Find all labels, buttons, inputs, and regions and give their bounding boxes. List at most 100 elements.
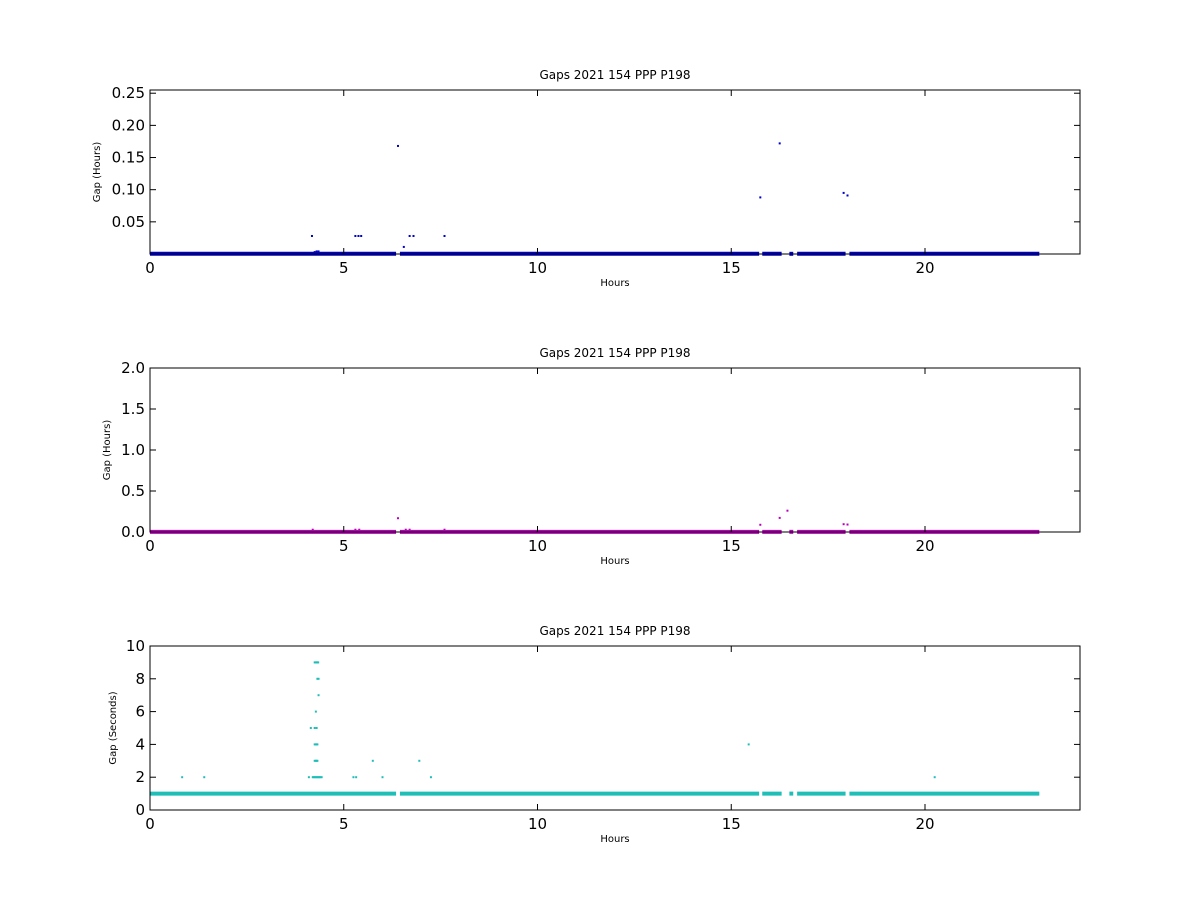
y-tick-label: 2 [135, 768, 145, 786]
y-axis-label: Gap (Hours) [92, 142, 103, 203]
data-point [842, 191, 845, 194]
data-point [313, 251, 316, 254]
data-point [408, 234, 411, 237]
axes-frame [149, 89, 1081, 255]
data-point [759, 523, 762, 526]
x-tick-label: 5 [339, 537, 349, 555]
y-tick-label: 0.10 [112, 181, 145, 199]
data-point [747, 743, 750, 746]
x-tick-label: 5 [339, 815, 349, 833]
x-tick-label: 20 [915, 259, 934, 277]
data-point [408, 528, 411, 531]
y-tick-label: 10 [126, 637, 145, 655]
y-axis-label: Gap (Hours) [102, 420, 113, 481]
data-point [842, 523, 845, 526]
y-axis-label: Gap (Seconds) [108, 691, 119, 764]
data-point [354, 234, 357, 237]
data-point [360, 234, 363, 237]
data-point [778, 142, 781, 145]
data-point [778, 516, 781, 519]
data-point [314, 776, 317, 779]
data-point [352, 776, 355, 779]
x-tick-label: 0 [145, 259, 155, 277]
y-tick-label: 0.05 [112, 213, 145, 231]
x-tick-label: 10 [528, 259, 547, 277]
data-point [313, 727, 316, 729]
data-point [318, 776, 321, 779]
data-point [315, 250, 318, 253]
data-point [181, 776, 184, 779]
data-point [759, 196, 762, 199]
data-point [314, 743, 317, 746]
y-tick-label: 0.20 [112, 116, 145, 134]
data-point [355, 776, 358, 779]
data-point [418, 759, 421, 762]
data-point [354, 528, 357, 531]
y-tick-label: 1.5 [121, 400, 145, 418]
y-tick-label: 8 [135, 670, 145, 688]
data-point [357, 234, 360, 237]
axes-frame [149, 367, 1081, 533]
y-tick-label: 1.0 [121, 441, 145, 459]
x-tick-label: 15 [722, 815, 741, 833]
data-point [307, 776, 310, 779]
data-point [310, 234, 313, 237]
x-tick-label: 10 [528, 537, 547, 555]
x-axis-label: Hours [600, 278, 629, 289]
data-point [429, 776, 432, 779]
x-tick-label: 10 [528, 815, 547, 833]
x-tick-label: 15 [722, 259, 741, 277]
data-point [358, 528, 361, 531]
y-tick-label: 0.15 [112, 149, 145, 167]
y-tick-label: 2.0 [121, 359, 145, 377]
x-axis-label: Hours [600, 834, 629, 845]
data-point [381, 776, 384, 779]
data-point [309, 727, 312, 729]
subplot-1: 0 5 10 15 20 0.05 0.10 0.15 0.20 0.25 Gaps 2021 15… [92, 68, 1081, 289]
data-point [316, 743, 319, 746]
x-tick-label: 15 [722, 537, 741, 555]
data-point [412, 234, 415, 237]
data-point [315, 727, 318, 729]
data-point [443, 528, 446, 531]
chart-title: Gaps 2021 154 PPP P198 [539, 624, 690, 638]
x-tick-label: 0 [145, 815, 155, 833]
data-point [317, 250, 320, 253]
data-point [846, 194, 849, 197]
data-point [316, 677, 319, 680]
data-point [320, 776, 323, 779]
data-point [933, 776, 936, 779]
data-point [371, 759, 374, 762]
data-point [317, 694, 320, 697]
data-point [311, 528, 314, 531]
data-point [402, 245, 405, 248]
x-axis-label: Hours [600, 556, 629, 567]
data-point [317, 677, 320, 680]
y-tick-label: 0.0 [121, 523, 145, 541]
data-point [319, 776, 322, 779]
x-tick-label: 20 [915, 537, 934, 555]
chart-title: Gaps 2021 154 PPP P198 [539, 68, 690, 82]
data-point [846, 523, 849, 526]
data-point [404, 528, 407, 531]
data-point [316, 759, 319, 762]
x-tick-label: 0 [145, 537, 155, 555]
y-tick-label: 4 [135, 735, 145, 753]
data-point [313, 743, 316, 746]
subplot-2: 0 5 10 15 20 0.0 0.5 1.0 1.5 2.0 Gaps 2021 154 PPP… [102, 346, 1081, 567]
x-tick-label: 20 [915, 815, 934, 833]
data-point [317, 661, 320, 664]
data-point [443, 234, 446, 237]
axes-frame [149, 645, 1081, 811]
data-point [312, 776, 315, 779]
data-point [203, 776, 206, 779]
data-point [314, 661, 317, 664]
x-tick-label: 5 [339, 259, 349, 277]
data-point [397, 144, 399, 147]
y-tick-label: 0.5 [121, 482, 145, 500]
data-point [314, 710, 317, 713]
y-tick-label: 6 [135, 703, 145, 721]
chart-title: Gaps 2021 154 PPP P198 [539, 346, 690, 360]
data-point [313, 759, 316, 762]
